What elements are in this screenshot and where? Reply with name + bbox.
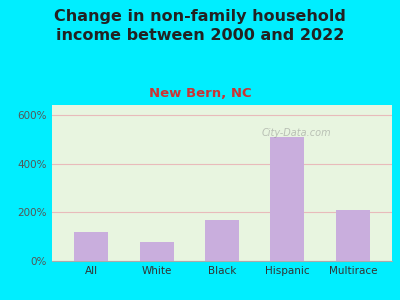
Text: Change in non-family household
income between 2000 and 2022: Change in non-family household income be… [54,9,346,43]
Bar [205,220,239,261]
Bar [336,210,370,261]
Bar [270,137,304,261]
Text: New Bern, NC: New Bern, NC [149,87,251,100]
Bar [140,242,174,261]
Bar [74,232,108,261]
Text: City-Data.com: City-Data.com [262,128,332,138]
